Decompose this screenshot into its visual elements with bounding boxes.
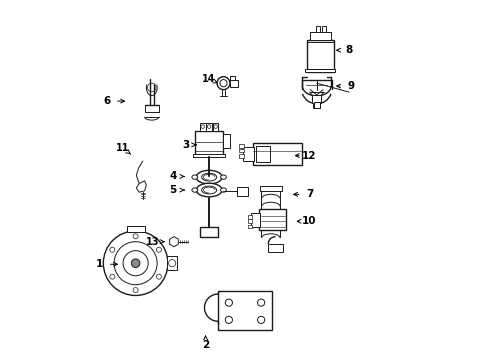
Bar: [239, 154, 244, 158]
Circle shape: [220, 80, 227, 87]
Circle shape: [110, 247, 115, 252]
Ellipse shape: [201, 186, 217, 194]
Text: 9: 9: [347, 81, 354, 91]
Circle shape: [169, 260, 176, 267]
Bar: [195, 131, 223, 155]
Bar: [223, 134, 230, 148]
Bar: [239, 144, 244, 148]
Ellipse shape: [196, 170, 222, 184]
Text: 14: 14: [202, 74, 215, 84]
Text: 1: 1: [96, 259, 103, 269]
Circle shape: [156, 247, 161, 252]
Ellipse shape: [192, 175, 197, 179]
Circle shape: [133, 288, 138, 293]
Bar: [243, 147, 254, 161]
Bar: [251, 213, 260, 226]
Bar: [259, 210, 286, 230]
Text: 2: 2: [202, 340, 209, 350]
Bar: [126, 226, 145, 232]
Text: 12: 12: [302, 150, 317, 161]
Bar: [260, 186, 282, 191]
Polygon shape: [136, 181, 147, 192]
Bar: [237, 187, 248, 196]
Circle shape: [217, 77, 230, 90]
Circle shape: [131, 259, 140, 267]
Circle shape: [114, 242, 157, 285]
Circle shape: [123, 251, 148, 276]
Bar: [248, 215, 252, 219]
Bar: [200, 123, 205, 131]
Bar: [313, 100, 320, 108]
Bar: [213, 123, 219, 131]
Circle shape: [110, 274, 115, 279]
Bar: [218, 291, 272, 330]
Bar: [230, 76, 235, 80]
Bar: [316, 26, 319, 32]
Circle shape: [214, 125, 218, 129]
Bar: [314, 102, 319, 108]
Circle shape: [258, 299, 265, 306]
Text: 4: 4: [170, 171, 177, 181]
Polygon shape: [170, 237, 178, 247]
Bar: [269, 244, 283, 252]
Bar: [248, 225, 252, 228]
Circle shape: [258, 316, 265, 323]
Ellipse shape: [220, 188, 226, 192]
Bar: [305, 69, 335, 72]
Bar: [310, 32, 331, 40]
Ellipse shape: [192, 188, 197, 192]
Circle shape: [201, 125, 204, 129]
Text: 6: 6: [103, 96, 111, 106]
Bar: [206, 123, 212, 131]
Circle shape: [207, 125, 211, 129]
Bar: [322, 26, 326, 32]
Circle shape: [133, 234, 138, 239]
Bar: [256, 146, 270, 162]
Circle shape: [225, 316, 232, 323]
Text: 10: 10: [302, 216, 317, 226]
Text: 13: 13: [146, 237, 159, 247]
Circle shape: [147, 83, 156, 92]
Bar: [253, 143, 302, 165]
Bar: [313, 95, 321, 103]
Text: 7: 7: [306, 189, 313, 199]
Circle shape: [225, 299, 232, 306]
Ellipse shape: [220, 175, 226, 179]
Bar: [193, 154, 225, 157]
Circle shape: [103, 231, 168, 296]
Bar: [167, 256, 177, 270]
Bar: [200, 227, 219, 237]
Text: 8: 8: [345, 45, 353, 55]
Ellipse shape: [201, 173, 217, 181]
Ellipse shape: [196, 183, 222, 197]
Text: 3: 3: [182, 140, 190, 150]
Bar: [248, 220, 252, 223]
Bar: [239, 149, 244, 152]
Bar: [307, 40, 334, 72]
Bar: [230, 80, 238, 87]
Text: 11: 11: [116, 143, 129, 153]
Text: 5: 5: [170, 185, 177, 195]
Circle shape: [156, 274, 161, 279]
